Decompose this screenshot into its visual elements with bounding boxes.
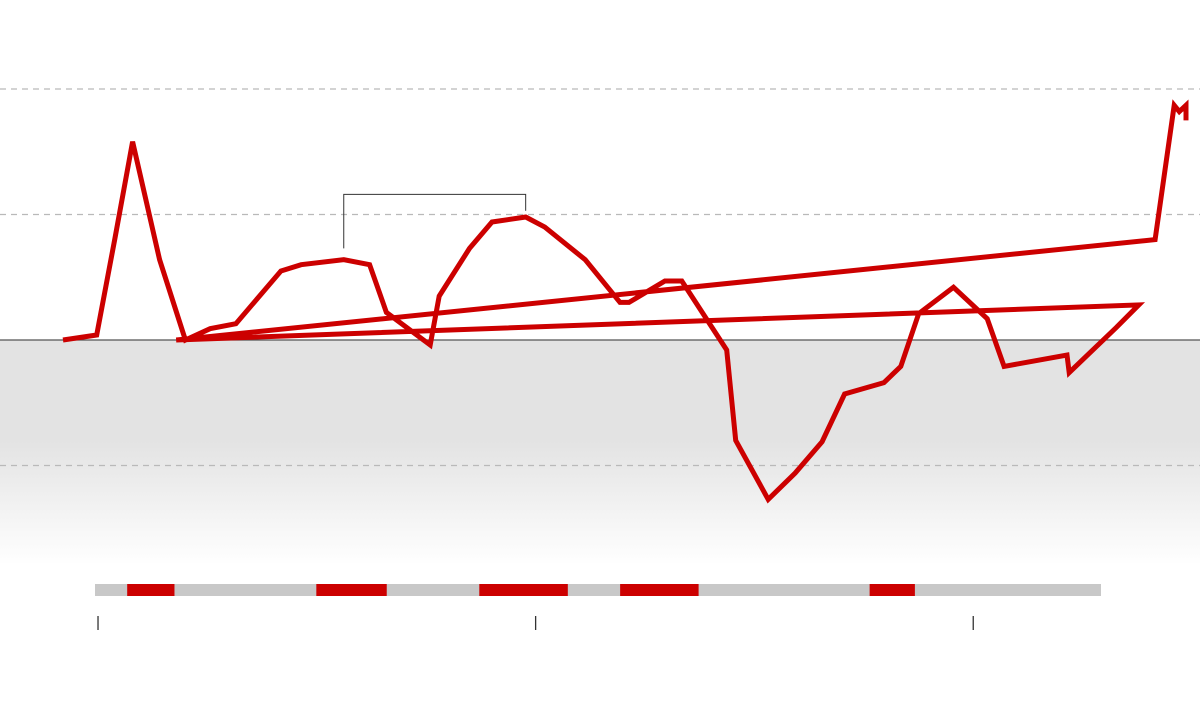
timeline-bar bbox=[95, 584, 1101, 596]
timeline-track bbox=[95, 584, 1101, 596]
timeline-highlight-4 bbox=[869, 584, 915, 596]
highlight-bracket bbox=[343, 193, 527, 249]
series-line bbox=[62, 99, 1189, 504]
timeline-highlight-3 bbox=[620, 584, 699, 596]
timeline-highlight-2 bbox=[479, 584, 568, 596]
x-axis-ticks bbox=[97, 616, 974, 630]
timeline-highlight-1 bbox=[316, 584, 387, 596]
gridlines bbox=[0, 88, 1200, 467]
timeline-highlight-0 bbox=[127, 584, 175, 596]
negative-region-band bbox=[0, 340, 1200, 565]
